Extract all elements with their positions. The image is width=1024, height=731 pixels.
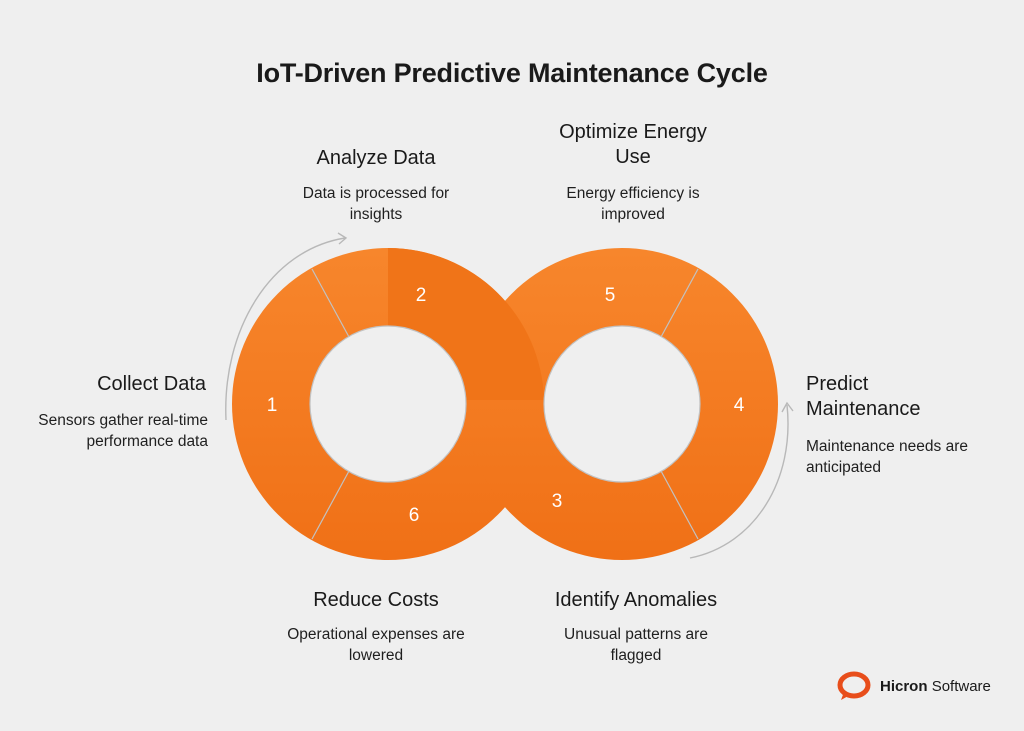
cycle-arrow-right (689, 404, 789, 559)
logo-brand-bold: Hicron (880, 677, 928, 695)
step-2-description: Data is processed for insights (302, 185, 450, 223)
step-3-title: Identify Anomalies (554, 589, 718, 611)
logo-brand-regular: Software (931, 677, 991, 695)
step-1-description: Sensors gather real-time performance dat… (38, 412, 208, 450)
cycle-arrow-right-head (781, 401, 794, 413)
step-4-description: Maintenance needs are anticipated (806, 438, 969, 476)
step-number-3: 3 (552, 491, 563, 512)
step-6-title: Reduce Costs (313, 589, 439, 611)
step-2-title: Analyze Data (316, 147, 436, 169)
diagram-title: IoT-Driven Predictive Maintenance Cycle (256, 58, 768, 88)
step-number-6: 6 (409, 505, 420, 526)
step-number-4: 4 (734, 395, 745, 416)
hicron-logo: Hicron Software (836, 670, 991, 702)
step-4-title: Predict Maintenance (806, 373, 921, 420)
step-5-description: Energy efficiency is improved (566, 185, 700, 223)
step-number-5: 5 (605, 285, 616, 306)
cycle-arrow-left-head (337, 232, 348, 245)
step-5-title: Optimize Energy Use (559, 121, 707, 168)
crossing-top-segment (388, 247, 544, 400)
logo-wordmark: Hicron Software (880, 678, 991, 695)
step-6-description: Operational expenses are lowered (287, 626, 465, 664)
speech-bubble-logo-icon (837, 671, 871, 700)
step-3-description: Unusual patterns are flagged (564, 626, 708, 664)
cycle-arrow-left (225, 237, 346, 421)
right-ring (466, 248, 778, 560)
step-number-1: 1 (267, 395, 278, 416)
step-1-title: Collect Data (97, 373, 206, 395)
segment-dividers (309, 268, 701, 540)
step-number-2: 2 (416, 285, 427, 306)
